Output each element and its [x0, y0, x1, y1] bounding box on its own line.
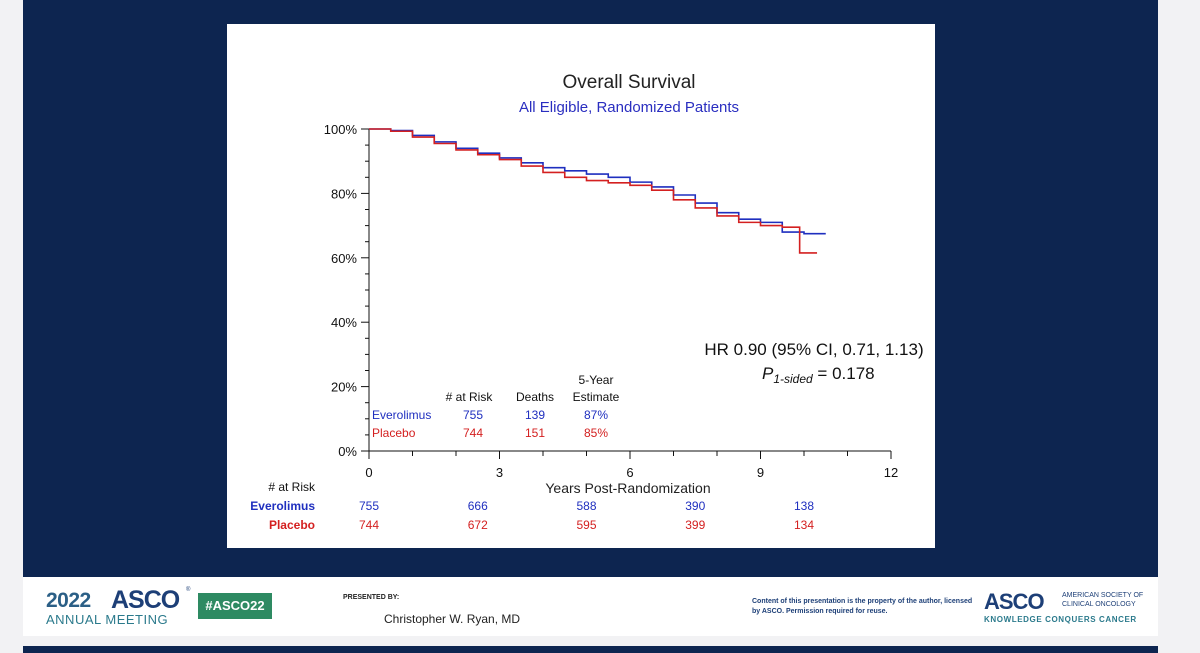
- presenter-name: Christopher W. Ryan, MD: [384, 612, 521, 626]
- risk-value-everolimus: 138: [794, 499, 814, 513]
- x-tick-label: 9: [757, 465, 764, 480]
- risk-arm-placebo: Placebo: [269, 518, 315, 532]
- survival-curves: [369, 128, 826, 254]
- risk-value-placebo: 744: [359, 518, 379, 532]
- y-tick-label: 40%: [331, 315, 357, 330]
- inset-header-at-risk: # at Risk: [446, 390, 494, 404]
- p-number: = 0.178: [813, 364, 875, 383]
- asco-organization-name: AMERICAN SOCIETY OF CLINICAL ONCOLOGY: [1062, 592, 1144, 608]
- risk-table-label: # at Risk: [268, 480, 316, 494]
- x-tick-label: 3: [496, 465, 503, 480]
- risk-value-placebo: 134: [794, 518, 814, 532]
- inset-at-risk-placebo: 744: [463, 426, 483, 440]
- annual-meeting-label: ANNUAL MEETING: [46, 612, 169, 627]
- inset-at-risk-everolimus: 755: [463, 408, 483, 422]
- inset-arm-placebo: Placebo: [372, 426, 416, 440]
- risk-value-placebo: 399: [685, 518, 705, 532]
- copyright-disclaimer: Content of this presentation is the prop…: [752, 598, 973, 615]
- inset-header-deaths: Deaths: [516, 390, 554, 404]
- y-tick-label: 20%: [331, 380, 357, 395]
- y-tick-label: 60%: [331, 251, 357, 266]
- axes: 0% 20% 40% 60% 80% 100% 0 3 6 9 12: [324, 122, 898, 480]
- presented-by-label: PRESENTED BY:: [343, 594, 400, 601]
- meeting-year: 2022: [46, 589, 91, 612]
- inset-header-5yr: 5-Year: [579, 373, 614, 387]
- risk-value-placebo: 672: [468, 518, 488, 532]
- risk-value-everolimus: 755: [359, 499, 379, 513]
- asco-motto: KNOWLEDGE CONQUERS CANCER: [984, 615, 1137, 624]
- bottom-band: [23, 646, 1158, 653]
- inset-deaths-placebo: 151: [525, 426, 545, 440]
- inset-deaths-everolimus: 139: [525, 408, 545, 422]
- inset-arm-everolimus: Everolimus: [372, 408, 431, 422]
- x-tick-label: 6: [626, 465, 633, 480]
- chart-title: Overall Survival: [562, 72, 695, 93]
- inset-estimate-placebo: 85%: [584, 426, 608, 440]
- inset-table: # at Risk Deaths 5-Year Estimate Everoli…: [372, 373, 620, 440]
- asco-logo: ASCO: [984, 589, 1045, 614]
- risk-value-everolimus: 588: [576, 499, 596, 513]
- risk-value-placebo: 595: [576, 518, 596, 532]
- inset-header-estimate: Estimate: [573, 390, 620, 404]
- hr-annotation: HR 0.90 (95% CI, 0.71, 1.13): [704, 340, 923, 359]
- y-tick-label: 100%: [324, 122, 358, 137]
- risk-arm-everolimus: Everolimus: [250, 499, 315, 513]
- x-tick-label: 0: [365, 465, 372, 480]
- hashtag-badge: #ASCO22: [198, 593, 272, 619]
- survival-curve-placebo: [369, 128, 818, 254]
- y-tick-label: 80%: [331, 186, 357, 201]
- x-axis-label: Years Post-Randomization: [545, 480, 710, 496]
- inset-estimate-everolimus: 87%: [584, 408, 608, 422]
- meeting-asco-wordmark: ASCO: [111, 586, 180, 614]
- risk-table: # at Risk Everolimus Placebo 755 666 588 39…: [250, 480, 814, 532]
- km-chart: Overall Survival All Eligible, Randomize…: [250, 72, 923, 532]
- footer-bar: 2022 ASCO ® ANNUAL MEETING #ASCO22 PRESE…: [23, 577, 1158, 636]
- p-symbol: P: [762, 364, 774, 383]
- chart-subtitle: All Eligible, Randomized Patients: [519, 99, 739, 116]
- risk-value-everolimus: 666: [468, 499, 488, 513]
- p-value-annotation: P1-sided = 0.178: [762, 364, 875, 386]
- risk-value-everolimus: 390: [685, 499, 705, 513]
- x-tick-label: 12: [884, 465, 898, 480]
- y-tick-label: 0%: [338, 444, 357, 459]
- chart-panel: Overall Survival All Eligible, Randomize…: [227, 24, 935, 548]
- p-subscript: 1-sided: [773, 372, 813, 386]
- survival-curve-everolimus: [369, 128, 826, 235]
- registered-mark: ®: [186, 587, 191, 593]
